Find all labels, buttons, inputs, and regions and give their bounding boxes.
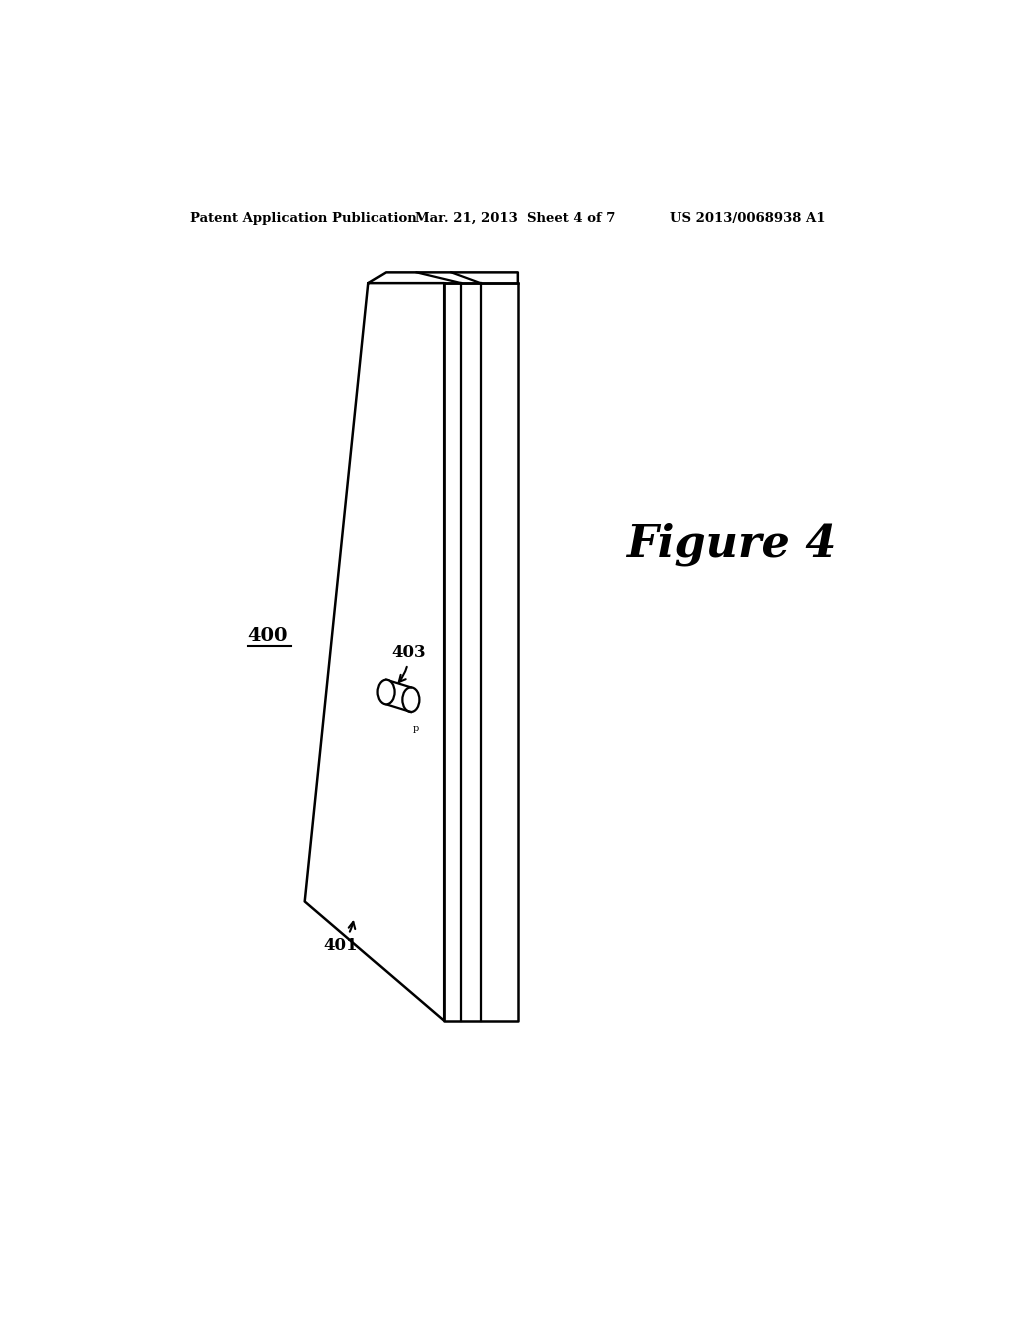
Text: p: p <box>413 723 420 733</box>
Text: 403: 403 <box>391 644 426 682</box>
Text: Patent Application Publication: Patent Application Publication <box>190 213 417 224</box>
Text: 400: 400 <box>247 627 288 644</box>
Text: Figure 4: Figure 4 <box>626 523 837 566</box>
Ellipse shape <box>378 680 394 705</box>
Ellipse shape <box>402 688 420 711</box>
Text: 401: 401 <box>324 921 357 954</box>
Text: Mar. 21, 2013  Sheet 4 of 7: Mar. 21, 2013 Sheet 4 of 7 <box>415 213 615 224</box>
Text: US 2013/0068938 A1: US 2013/0068938 A1 <box>671 213 826 224</box>
